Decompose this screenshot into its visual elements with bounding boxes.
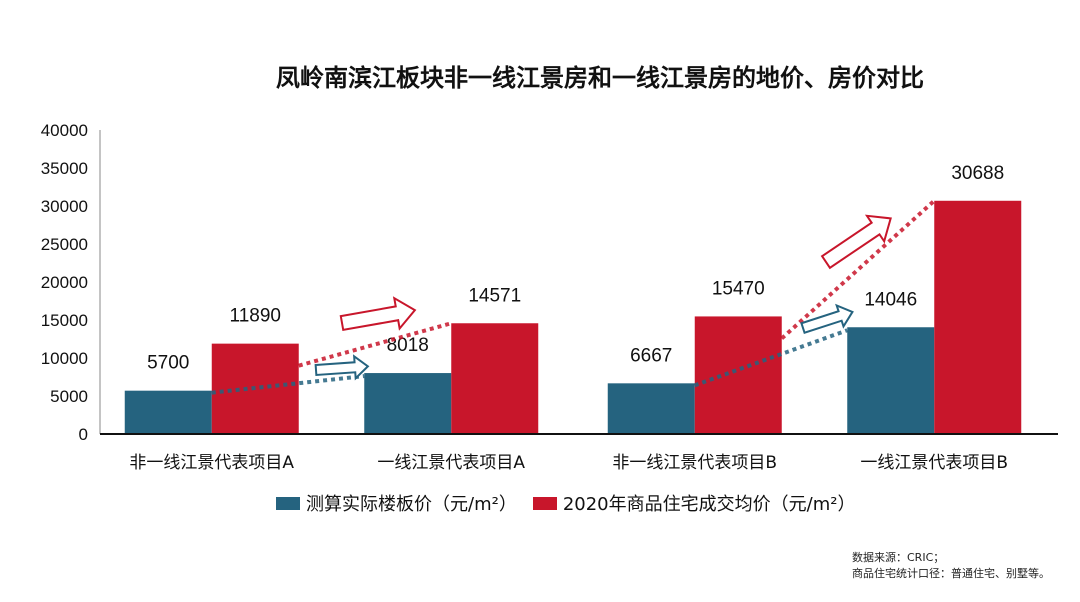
y-tick-label: 0: [79, 425, 88, 444]
legend-swatch: [532, 496, 557, 510]
bar-house-price: [451, 323, 539, 434]
legend-item-house-price: 2020年商品住宅成交均价（元/m²）: [532, 490, 856, 516]
data-label: 15470: [712, 278, 765, 299]
y-tick-label: 10000: [41, 349, 88, 368]
source-line: 数据来源：CRIC；: [852, 551, 945, 564]
data-label: 14571: [468, 285, 521, 306]
source-note: 数据来源：CRIC； 商品住宅统计口径：普通住宅、别墅等。: [852, 550, 1050, 582]
data-label: 30688: [951, 163, 1004, 184]
data-label: 11890: [230, 306, 281, 327]
trend-line: [211, 374, 365, 395]
legend-item-land-price: 测算实际楼板价（元/m²）: [276, 490, 517, 516]
bar-land-price: [607, 383, 695, 434]
blue-up-arrow-icon: [800, 303, 854, 335]
y-tick-label: 5000: [50, 387, 88, 406]
bar-house-price: [934, 200, 1022, 434]
x-category-label: 一线江景代表项目A: [377, 453, 525, 473]
legend-label: 2020年商品住宅成交均价（元/m²）: [562, 494, 856, 515]
bar-land-price: [364, 373, 452, 434]
x-category-label: 非一线江景代表项目B: [612, 453, 777, 473]
arrow-shape: [314, 354, 370, 381]
legend-label: 测算实际楼板价（元/m²）: [306, 494, 517, 515]
y-tick-label: 25000: [41, 235, 88, 254]
y-tick-label: 20000: [41, 273, 88, 292]
data-label: 6667: [630, 345, 672, 366]
arrow-shape: [800, 303, 854, 335]
scope-line: 商品住宅统计口径：普通住宅、别墅等。: [852, 567, 1050, 580]
trend-line: [694, 328, 848, 388]
legend: 测算实际楼板价（元/m²） 2020年商品住宅成交均价（元/m²）: [276, 490, 871, 516]
y-tick-label: 30000: [41, 197, 88, 216]
trend-line: [298, 321, 452, 368]
bar-land-price: [847, 327, 935, 434]
y-tick-label: 40000: [41, 121, 88, 140]
data-label: 8018: [387, 335, 429, 356]
chart-title: 凤岭南滨江板块非一线江景房和一线江景房的地价、房价对比: [276, 64, 924, 92]
red-up-arrow-icon: [820, 214, 892, 270]
blue-up-arrow-icon: [314, 354, 370, 381]
bar-land-price: [124, 390, 212, 434]
legend-swatch: [276, 496, 300, 510]
bar-house-price: [694, 316, 782, 434]
x-category-label: 一线江景代表项目B: [860, 453, 1008, 473]
red-up-arrow-icon: [339, 296, 417, 332]
data-label: 14046: [864, 289, 917, 310]
arrow-shape: [820, 214, 892, 270]
arrow-shape: [339, 296, 417, 332]
trend-line: [780, 199, 936, 340]
y-tick-label: 15000: [41, 311, 88, 330]
x-category-label: 非一线江景代表项目A: [129, 453, 294, 473]
y-tick-label: 35000: [41, 159, 88, 178]
data-label: 5700: [147, 353, 189, 374]
